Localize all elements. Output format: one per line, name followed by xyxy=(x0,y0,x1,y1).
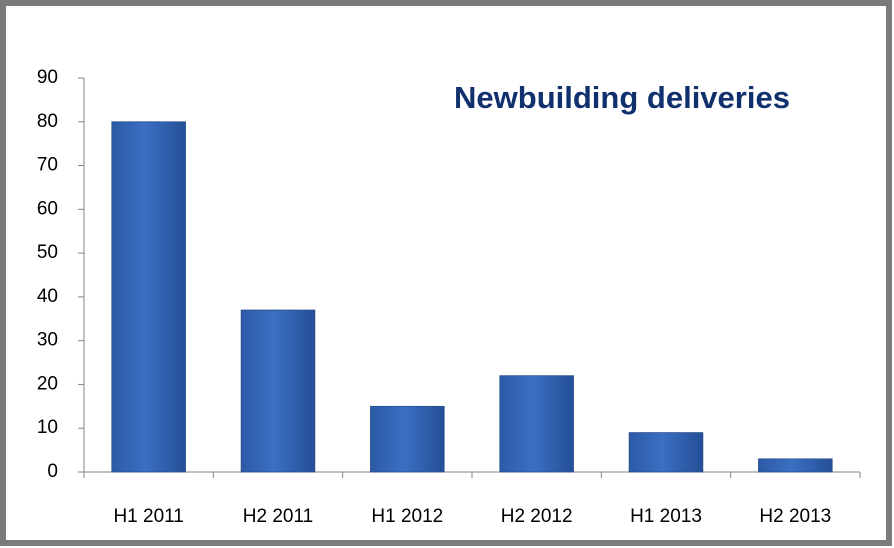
y-tick-label: 50 xyxy=(37,242,58,263)
x-tick-label: H1 2013 xyxy=(630,506,702,527)
y-tick-label: 40 xyxy=(37,286,58,307)
x-tick-label: H2 2013 xyxy=(759,506,831,527)
y-tick-label: 0 xyxy=(47,461,58,482)
y-tick-label: 60 xyxy=(37,198,58,219)
bar xyxy=(499,375,574,473)
y-tick-label: 90 xyxy=(37,67,58,88)
bar xyxy=(628,432,704,473)
bar xyxy=(370,405,445,473)
bar xyxy=(240,309,316,473)
bar xyxy=(758,458,833,473)
y-tick-label: 30 xyxy=(37,330,58,351)
bar xyxy=(111,121,186,473)
x-tick-label: H1 2012 xyxy=(371,506,443,527)
x-tick-label: H2 2011 xyxy=(243,506,313,527)
y-tick-label: 80 xyxy=(37,111,58,132)
y-tick-label: 20 xyxy=(37,373,58,394)
y-tick-label: 70 xyxy=(37,155,58,176)
y-tick-label: 10 xyxy=(37,417,58,438)
x-tick-label: H1 2011 xyxy=(113,506,183,527)
x-tick-label: H2 2012 xyxy=(501,506,573,527)
chart-title: Newbuilding deliveries xyxy=(454,80,790,115)
